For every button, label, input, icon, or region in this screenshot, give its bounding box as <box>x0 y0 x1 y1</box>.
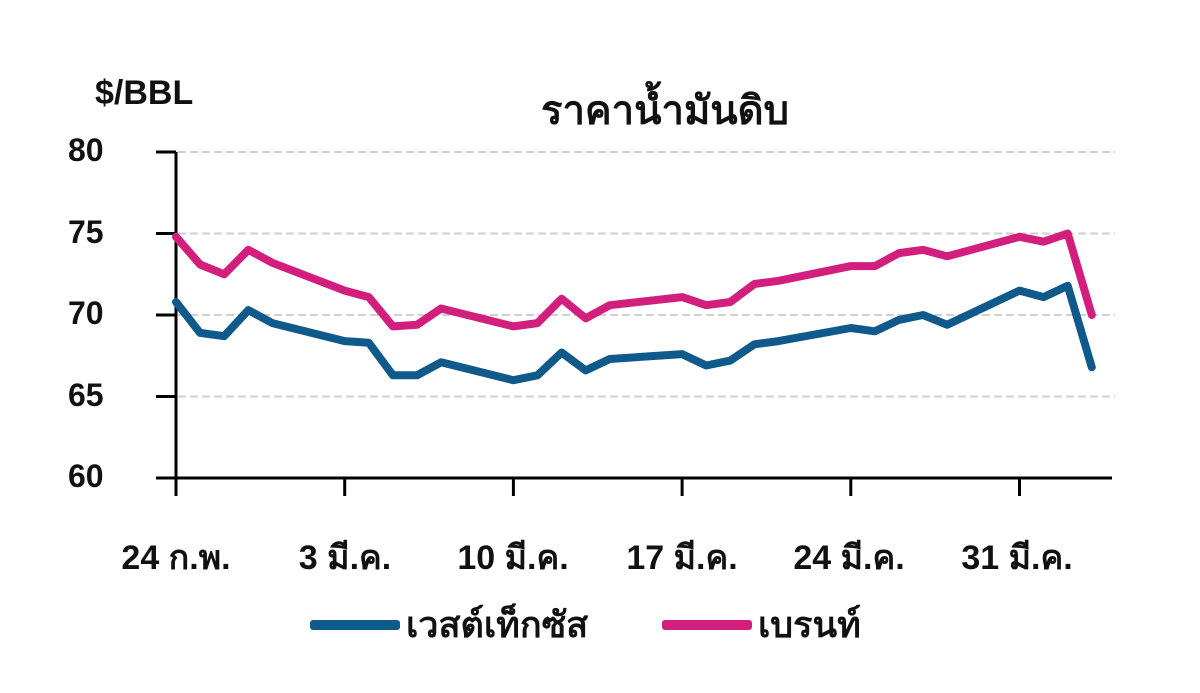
y-tick-label: 70 <box>68 295 104 331</box>
legend-item-wti: เวสต์เท็กซัส <box>310 596 588 653</box>
x-tick-label: 24 มี.ค. <box>793 539 905 577</box>
brent-line <box>172 229 1096 331</box>
x-tick-label: 31 มี.ค. <box>961 539 1073 577</box>
legend-label-wti: เวสต์เท็กซัส <box>406 604 589 645</box>
legend-item-brent: เบรนท์ <box>662 596 861 653</box>
unit-label: $/BBL <box>95 74 194 112</box>
legend-swatch-wti <box>310 619 400 630</box>
wti-line <box>172 281 1096 385</box>
x-tick-label: 24 ก.พ. <box>121 539 231 577</box>
legend: เวสต์เท็กซัส เบรนท์ <box>0 596 1200 645</box>
legend-label-brent: เบรนท์ <box>758 604 861 645</box>
y-tick-label: 75 <box>68 214 104 250</box>
chart-title: ราคาน้ำมันดิบ <box>540 89 790 133</box>
axes <box>156 150 1112 496</box>
x-tick-label: 10 มี.ค. <box>457 539 569 577</box>
x-tick-label: 3 มี.ค. <box>298 539 392 577</box>
y-tick-label: 60 <box>68 458 104 494</box>
x-tick-label: 17 มี.ค. <box>626 539 738 577</box>
y-tick-label: 65 <box>68 377 104 413</box>
legend-swatch-brent <box>662 619 752 630</box>
series-lines <box>172 229 1096 385</box>
y-tick-label: 80 <box>68 132 104 168</box>
